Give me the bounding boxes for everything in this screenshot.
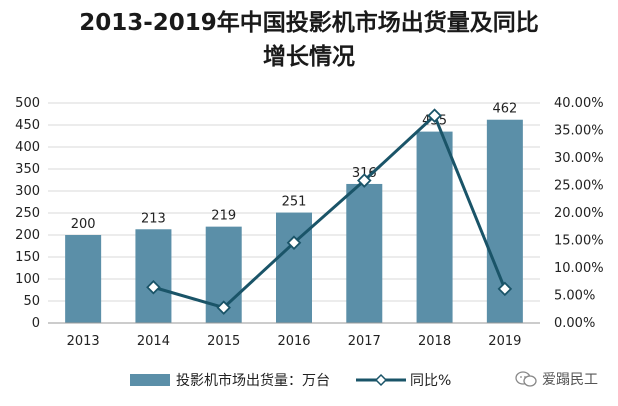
y-tick-label: 200 [15,228,40,243]
legend-line-swatch [356,373,406,387]
line-point [427,108,442,123]
y-tick-label: 100 [15,272,40,287]
y-tick-label: 500 [15,96,40,111]
y-tick-label: 350 [15,162,40,177]
legend-item-bar: 投影机市场出货量：万台 [130,370,330,390]
chart-title-line-2: 增长情况 [263,44,355,70]
bar-data-label: 200 [71,217,96,232]
bar-data-label: 462 [492,102,517,117]
line-point [357,173,372,188]
x-tick-label: 2015 [207,334,240,349]
line-point [216,300,231,315]
bar-data-label: 251 [282,195,307,210]
y2-tick-label: 15.00% [554,234,604,249]
watermark-text: 爱蹋民工 [542,372,598,388]
right-axis: 0.00% 5.00% 10.00% 15.00% 20.00% 25.00% 30.00%… [554,96,604,331]
y-tick-label: 0 [32,316,40,331]
x-tick-label: 2017 [348,334,381,349]
gridlines [48,102,540,324]
bar [276,212,312,323]
x-axis: 2013 2014 2015 2016 2017 2018 2019 [48,322,540,349]
left-axis: 0 50 100 150 200 250 300 350 400 450 500 [15,96,40,331]
bar [135,229,172,323]
y2-tick-label: 20.00% [554,206,604,221]
bar-data-label: 213 [141,211,166,226]
bar-data-label: 219 [211,209,236,224]
y2-tick-label: 0.00% [554,316,595,331]
y2-tick-label: 40.00% [554,96,604,111]
bar-data-labels: 200213219251316435462 [71,102,518,232]
y2-tick-label: 35.00% [554,124,604,139]
x-tick-label: 2014 [137,334,170,349]
legend-line-label: 同比% [410,373,452,389]
chart-title: 2013-2019年中国投影机市场出货量及同比 增长情况 [0,6,618,74]
y-tick-label: 50 [23,294,40,309]
legend-item-line: 同比% [356,370,451,390]
legend: 投影机市场出货量：万台 同比% [130,370,477,390]
line-series [146,108,513,315]
bar [416,131,453,323]
bar [65,235,102,323]
legend-bar-swatch [130,374,170,386]
line-point [286,235,302,250]
legend-bar-label: 投影机市场出货量：万台 [176,373,330,389]
y-tick-label: 400 [15,140,40,155]
bar-series [65,119,523,323]
y-tick-label: 250 [15,206,40,221]
line-point [497,281,513,297]
x-tick-label: 2013 [67,334,100,349]
y2-tick-label: 25.00% [554,179,604,194]
y-tick-label: 150 [15,250,40,265]
growth-line [153,113,507,310]
wechat-icon [515,371,537,387]
y-tick-label: 450 [15,118,40,133]
x-tick-label: 2016 [277,334,310,349]
x-tick-label: 2018 [418,334,451,349]
y2-tick-label: 30.00% [554,151,604,166]
x-tick-label: 2019 [488,334,521,349]
y2-tick-label: 10.00% [554,261,604,276]
bar [346,183,383,323]
chart-title-line-1: 2013-2019年中国投影机市场出货量及同比 [79,10,539,36]
line-point [146,279,161,295]
y2-tick-label: 5.00% [554,289,595,304]
watermark: 爱蹋民工 [515,369,598,389]
y-tick-label: 300 [15,184,40,199]
